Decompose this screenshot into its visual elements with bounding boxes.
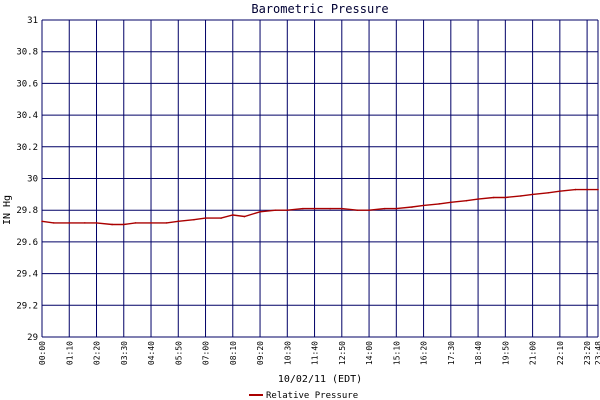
data-point: [302, 207, 304, 210]
data-point: [438, 203, 440, 205]
data-point: [450, 201, 452, 204]
data-point: [122, 223, 125, 226]
y-tick-label: 29: [27, 333, 38, 343]
data-point: [220, 217, 222, 219]
data-point: [84, 222, 86, 224]
data-point: [165, 222, 168, 224]
x-tick-label: 01:10: [65, 341, 74, 365]
data-point: [329, 207, 331, 210]
data-point: [313, 207, 316, 210]
x-tick-label: 00:00: [38, 341, 47, 365]
chart-title: Barometric Pressure: [251, 2, 388, 16]
data-point: [504, 196, 507, 199]
data-point: [531, 193, 534, 196]
x-tick-label: 04:40: [147, 341, 156, 365]
x-tick-label: 21:00: [529, 341, 538, 365]
y-tick-labels: 29 29.2 29.4 29.6 29.8 30 30.2 30.4 30.6 30.8 31: [16, 16, 38, 343]
data-point: [341, 207, 343, 210]
x-tick-label: 18:40: [474, 341, 483, 365]
data-point: [383, 207, 386, 210]
data-point: [597, 188, 599, 191]
legend-label: Relative Pressure: [266, 391, 358, 400]
x-tick-label: 16:20: [420, 341, 429, 365]
y-tick-label: 29.6: [16, 238, 38, 248]
data-point: [134, 222, 137, 224]
data-point: [193, 218, 195, 221]
data-point: [559, 190, 561, 192]
data-point: [422, 204, 425, 207]
x-tick-label: 07:00: [202, 341, 211, 365]
x-tick-label: 14:00: [365, 341, 374, 365]
data-point: [111, 223, 113, 226]
data-point: [259, 210, 261, 213]
data-point: [520, 195, 522, 197]
x-tick-label: 23:20: [583, 341, 592, 365]
y-axis-label: IN Hg: [2, 195, 13, 225]
x-tick-label: 23:48: [594, 341, 600, 365]
data-point: [477, 198, 479, 200]
y-tick-label: 29.4: [16, 270, 38, 280]
x-tick-labels: 00:00 01:10 02:20 03:30 04:40 05:50 07:00 08:10…: [38, 341, 600, 365]
series-line: [41, 188, 598, 226]
data-point: [492, 196, 495, 199]
data-point: [574, 188, 577, 191]
x-tick-label: 22:10: [556, 341, 565, 365]
y-tick-label: 30.2: [16, 143, 38, 153]
data-point: [411, 206, 413, 208]
x-tick-label: 19:50: [501, 341, 510, 365]
x-tick-label: 03:30: [120, 341, 129, 365]
data-point: [356, 209, 359, 211]
data-point: [231, 214, 234, 216]
data-point: [41, 220, 43, 223]
data-point: [586, 188, 588, 191]
y-tick-label: 29.2: [16, 301, 38, 311]
x-tick-label: 12:50: [338, 341, 347, 365]
data-point: [204, 217, 207, 219]
data-point: [368, 209, 370, 211]
x-tick-label: 11:40: [311, 341, 320, 365]
grid: [41, 19, 599, 338]
data-point: [243, 215, 246, 218]
x-tick-label: 02:20: [93, 341, 102, 365]
data-point: [465, 199, 468, 202]
x-tick-label: 15:10: [392, 341, 401, 365]
data-point: [150, 222, 152, 224]
data-point: [286, 209, 289, 211]
data-point: [547, 191, 549, 194]
x-tick-label: 05:50: [174, 341, 183, 365]
data-point: [274, 209, 277, 211]
data-point: [395, 207, 398, 210]
y-tick-label: 31: [27, 16, 38, 26]
x-tick-label: 08:10: [229, 341, 238, 365]
y-tick-label: 30.6: [16, 79, 38, 89]
x-tick-label: 17:30: [447, 341, 456, 365]
y-tick-label: 29.8: [16, 206, 38, 216]
data-point: [95, 222, 98, 224]
y-tick-label: 30.8: [16, 48, 38, 58]
series-lines: [41, 188, 599, 226]
data-point: [52, 222, 55, 224]
x-tick-label: 10:30: [283, 341, 292, 365]
data-point: [177, 220, 180, 223]
y-tick-label: 30.4: [16, 111, 38, 121]
x-tick-label: 09:20: [256, 341, 265, 365]
x-axis-label: 10/02/11 (EDT): [278, 374, 362, 385]
data-point: [68, 222, 71, 224]
y-tick-label: 30: [27, 175, 38, 185]
